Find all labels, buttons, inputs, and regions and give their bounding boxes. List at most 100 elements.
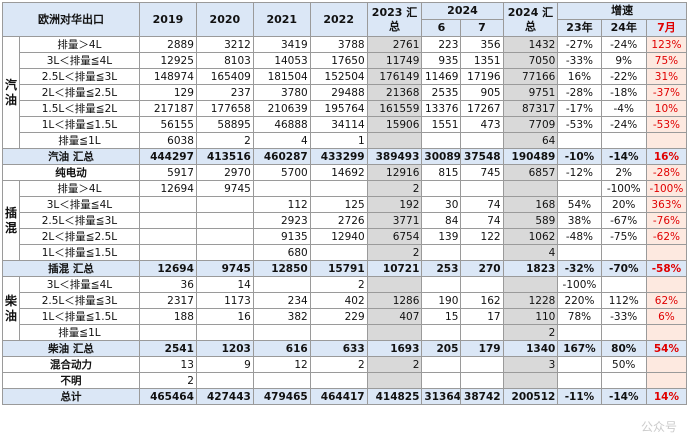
value-cell: 181504 [252,68,311,85]
value-cell: 433299 [309,148,368,165]
value-cell: 402 [309,292,368,309]
value-cell: 464417 [309,388,368,405]
table-row: 汽油 汇总 444297 413516 460287 433299 389493 30089… [2,148,688,165]
value-cell [139,324,197,341]
value-cell: 11749 [366,52,423,69]
growth-cell [600,324,647,341]
table-row: 3L＜排量≦4L 12925 8103 14053 17650 11749 935 1351 7… [3,52,688,69]
growth-cell [645,276,688,293]
value-cell: 407 [366,308,423,325]
value-cell: 389493 [366,148,423,165]
value-cell [252,372,311,389]
value-cell [366,324,423,341]
value-cell: 2 [502,324,559,341]
value-cell: 17650 [309,52,368,69]
value-cell: 188 [139,308,197,325]
growth-cell [600,244,647,261]
growth-cell [557,372,602,389]
growth-cell [645,356,688,373]
value-cell [252,180,311,197]
table-row: 1.5L＜排量≦2L 217187 177658 210639 195764 161559… [3,100,688,117]
value-cell: 64 [502,132,559,149]
value-cell [252,276,311,293]
value-cell: 74 [460,212,504,229]
value-cell: 190489 [502,148,559,165]
growth-cell [600,132,647,149]
value-cell: 17196 [460,68,504,85]
growth-cell: 31% [645,68,688,85]
row-label: 排量＞4L [18,180,141,197]
growth-cell: -22% [600,68,647,85]
growth-cell: -17% [557,100,602,117]
value-cell [139,196,197,213]
value-cell: 460287 [252,148,311,165]
row-label: 2.5L＜排量≦3L [18,292,141,309]
value-cell [309,324,368,341]
value-cell [195,212,254,229]
value-cell: 680 [252,244,311,261]
value-cell: 29488 [309,84,368,101]
table-row: 3L＜排量≦4L 112 125 192 30 74 168 54% 20% 363% [3,196,688,213]
value-cell: 205 [421,340,462,357]
value-cell: 2761 [366,36,423,53]
value-cell [195,244,254,261]
growth-cell: -100% [557,276,602,293]
table-row: 排量≦1L 6038 2 4 1 64 [3,132,688,149]
growth-cell: 9% [600,52,647,69]
value-cell [460,180,504,197]
growth-cell: 16% [557,68,602,85]
value-cell [366,132,423,149]
value-cell: 2535 [421,84,462,101]
growth-cell [557,356,602,373]
growth-cell: 112% [600,292,647,309]
value-cell: 30089 [421,148,462,165]
group-diesel: 柴油 [2,276,20,341]
value-cell: 633 [309,340,368,357]
value-cell [139,244,197,261]
value-cell: 2 [309,276,368,293]
value-cell: 217187 [139,100,197,117]
value-cell: 12 [252,356,311,373]
value-cell: 148974 [139,68,197,85]
table-row: 2L＜排量≦2.5L 9135 12940 6754 139 122 1062 -48% -75… [3,228,688,245]
value-cell: 87317 [502,100,559,117]
value-cell: 356 [460,36,504,53]
growth-cell [557,180,602,197]
growth-cell [645,372,688,389]
value-cell: 905 [460,84,504,101]
row-label: 排量≦1L [18,324,141,341]
growth-cell: -48% [557,228,602,245]
growth-cell: 80% [600,340,647,357]
value-cell: 589 [502,212,559,229]
value-cell: 5917 [139,164,197,181]
value-cell [195,372,254,389]
value-cell: 152504 [309,68,368,85]
value-cell: 195764 [309,100,368,117]
value-cell: 38742 [460,388,504,405]
growth-cell [557,244,602,261]
value-cell: 12925 [139,52,197,69]
row-label: 2L＜排量≦2.5L [18,228,141,245]
value-cell: 161559 [366,100,423,117]
table-row: 插混 排量＞4L 12694 9745 2 -100% -100% [2,180,688,261]
value-cell: 12850 [252,260,311,277]
row-label: 纯电动 [2,164,140,181]
value-cell: 815 [421,164,462,181]
col-month-6: 6 [421,19,462,37]
value-cell: 3780 [252,84,311,101]
growth-cell: -11% [557,388,602,405]
growth-cell: 10% [645,100,688,117]
col-2023-sum: 2023 汇总 [366,2,423,37]
value-cell: 4 [252,132,311,149]
value-cell: 3788 [309,36,368,53]
value-cell: 1432 [502,36,559,53]
col-2021: 2021 [252,2,311,37]
growth-cell: -70% [600,260,647,277]
value-cell: 2 [366,180,423,197]
value-cell [195,228,254,245]
value-cell: 2 [366,356,423,373]
value-cell: 200512 [502,388,559,405]
value-cell: 139 [421,228,462,245]
table-title: 欧洲对华出口 [2,2,140,37]
value-cell [421,276,462,293]
